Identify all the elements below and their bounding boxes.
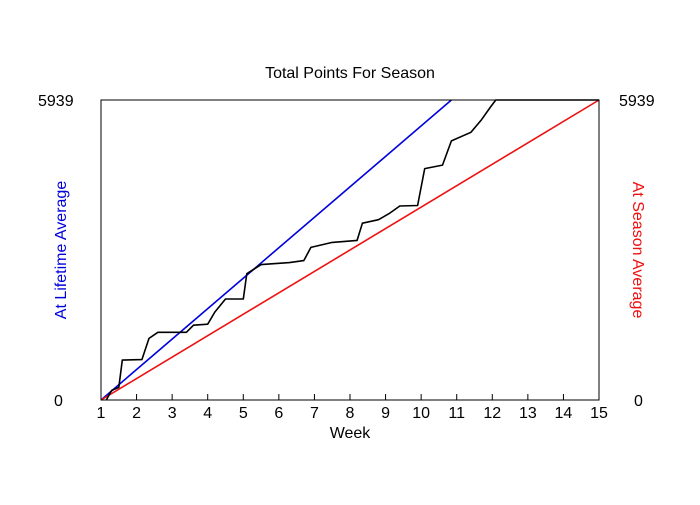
y-tick-label-left-max: 5939	[38, 93, 74, 110]
x-tick-label: 5	[239, 405, 248, 422]
y-axis-label-right: At Season Average	[629, 182, 646, 319]
x-tick-label: 3	[168, 405, 177, 422]
x-tick-label: 1	[97, 405, 106, 422]
x-tick-label: 14	[555, 405, 573, 422]
x-tick-label: 9	[381, 405, 390, 422]
x-tick-label: 6	[274, 405, 283, 422]
x-tick-label: 2	[132, 405, 141, 422]
y-tick-label-right-max: 5939	[619, 93, 655, 110]
series-layer	[100, 99, 600, 401]
chart-title: Total Points For Season	[265, 65, 435, 82]
y-tick-label-left-min: 0	[54, 393, 63, 410]
x-tick-label: 8	[346, 405, 355, 422]
x-tick-label: 4	[203, 405, 212, 422]
x-tick-label: 13	[519, 405, 537, 422]
x-tick-label: 11	[448, 405, 465, 422]
y-tick-label-right-min: 0	[634, 393, 643, 410]
y-axis-label-left: At Lifetime Average	[53, 181, 70, 320]
ticks-layer: 1 2 3 4 5 6 7 8 9 10 11 12 13 14 15	[97, 394, 608, 422]
series-line-season	[100, 99, 600, 401]
x-tick-label: 10	[412, 405, 430, 422]
x-tick-label: 15	[590, 405, 608, 422]
series-line-lifetime	[100, 99, 452, 401]
x-axis-label: Week	[330, 425, 372, 442]
x-tick-label: 7	[310, 405, 319, 422]
x-tick-label: 12	[483, 405, 501, 422]
series-line-actual	[105, 99, 599, 401]
